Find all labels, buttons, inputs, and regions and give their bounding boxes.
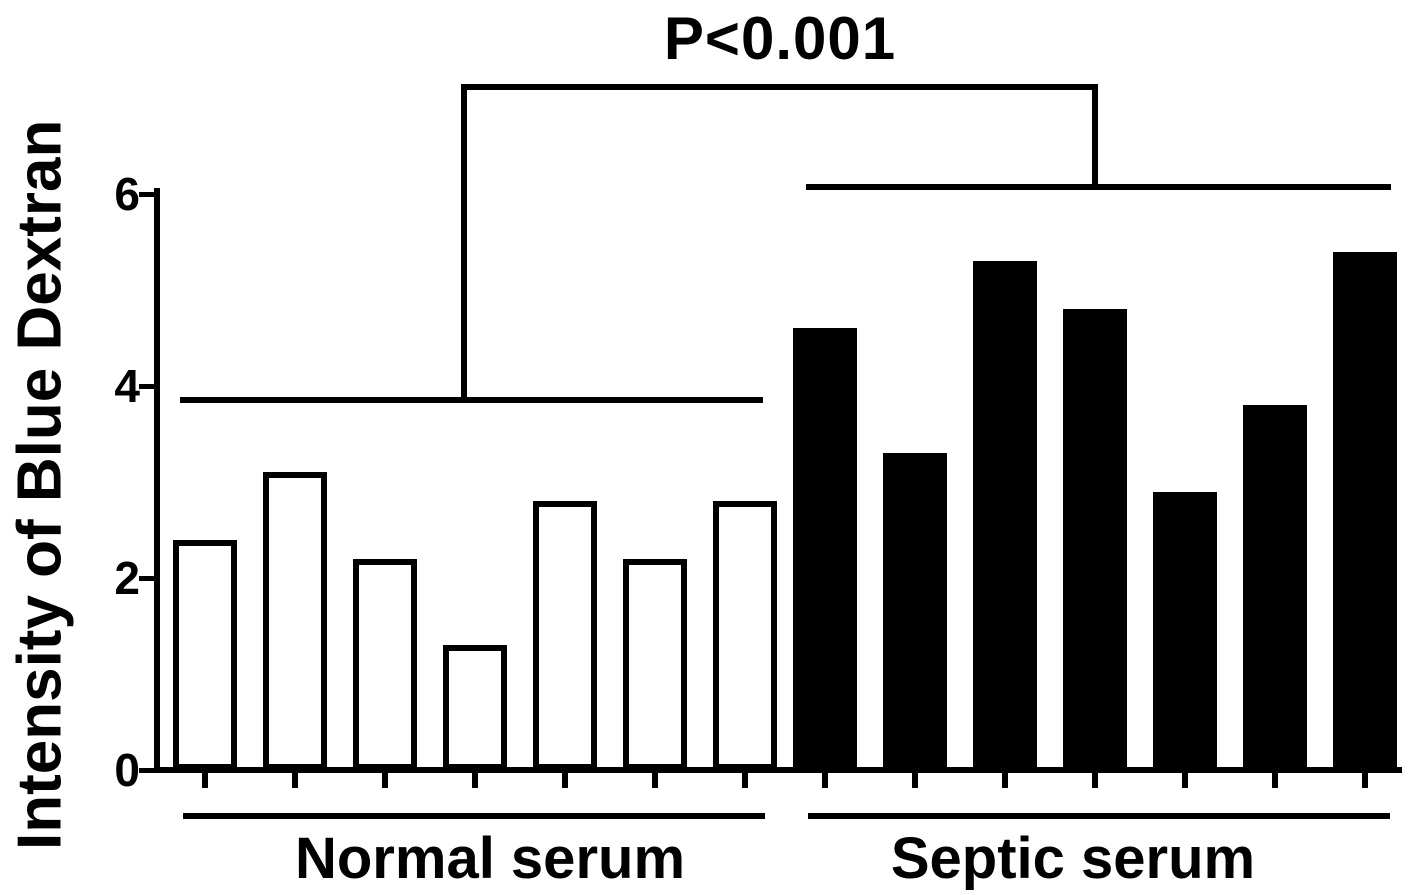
septic-serum-bar-2 [883, 453, 947, 770]
normal-serum-x-tick-4 [472, 773, 478, 788]
septic-serum-x-tick-7 [1362, 773, 1368, 788]
y-axis-tick-2 [139, 576, 155, 581]
normal-serum-x-tick-7 [742, 773, 748, 788]
septic-group-span-line [806, 184, 1391, 190]
septic-serum-x-tick-4 [1092, 773, 1098, 788]
septic-serum-bar-3 [973, 261, 1037, 770]
significance-bracket-right-leg [1092, 84, 1098, 190]
septic-serum-bar-7 [1333, 252, 1397, 770]
y-axis-tick-label-2: 2 [114, 552, 140, 604]
significance-bracket-left-leg [461, 84, 467, 403]
normal-serum-bar-5 [533, 501, 597, 770]
significance-bracket-top-line [461, 84, 1098, 90]
y-axis-tick-label-6: 6 [114, 168, 140, 220]
y-axis-tick-label-4: 4 [114, 360, 140, 412]
normal-group-span-line [180, 397, 763, 403]
normal-serum-x-tick-3 [382, 773, 388, 788]
normal-serum-x-tick-5 [562, 773, 568, 788]
y-axis-tick-6 [139, 192, 155, 197]
normal-serum-bar-6 [623, 559, 687, 770]
normal-serum-bar-7 [713, 501, 777, 770]
normal-serum-x-tick-6 [652, 773, 658, 788]
normal-serum-bar-4 [443, 645, 507, 770]
septic-group-label: Septic serum [890, 826, 1256, 891]
normal-serum-bar-2 [263, 472, 327, 770]
p-value-label: P<0.001 [663, 5, 897, 72]
septic-serum-bar-6 [1243, 405, 1307, 770]
septic-serum-bar-1 [793, 328, 857, 770]
septic-serum-x-tick-5 [1182, 773, 1188, 788]
septic-serum-x-tick-1 [822, 773, 828, 788]
y-axis-tick-4 [139, 384, 155, 389]
normal-serum-bar-1 [173, 540, 237, 770]
septic-serum-bar-4 [1063, 309, 1127, 770]
normal-serum-x-tick-2 [292, 773, 298, 788]
normal-group-underline [183, 813, 765, 819]
septic-serum-bar-5 [1153, 492, 1217, 770]
septic-serum-x-tick-3 [1002, 773, 1008, 788]
normal-serum-x-tick-1 [202, 773, 208, 788]
septic-group-underline [808, 813, 1390, 819]
y-axis-tick-0 [139, 768, 155, 773]
normal-group-label: Normal serum [294, 826, 686, 891]
y-axis-line [154, 188, 160, 773]
normal-serum-bar-3 [353, 559, 417, 770]
septic-serum-x-tick-6 [1272, 773, 1278, 788]
x-axis-line [154, 767, 1402, 773]
septic-serum-x-tick-2 [912, 773, 918, 788]
y-axis-tick-label-0: 0 [114, 744, 140, 796]
